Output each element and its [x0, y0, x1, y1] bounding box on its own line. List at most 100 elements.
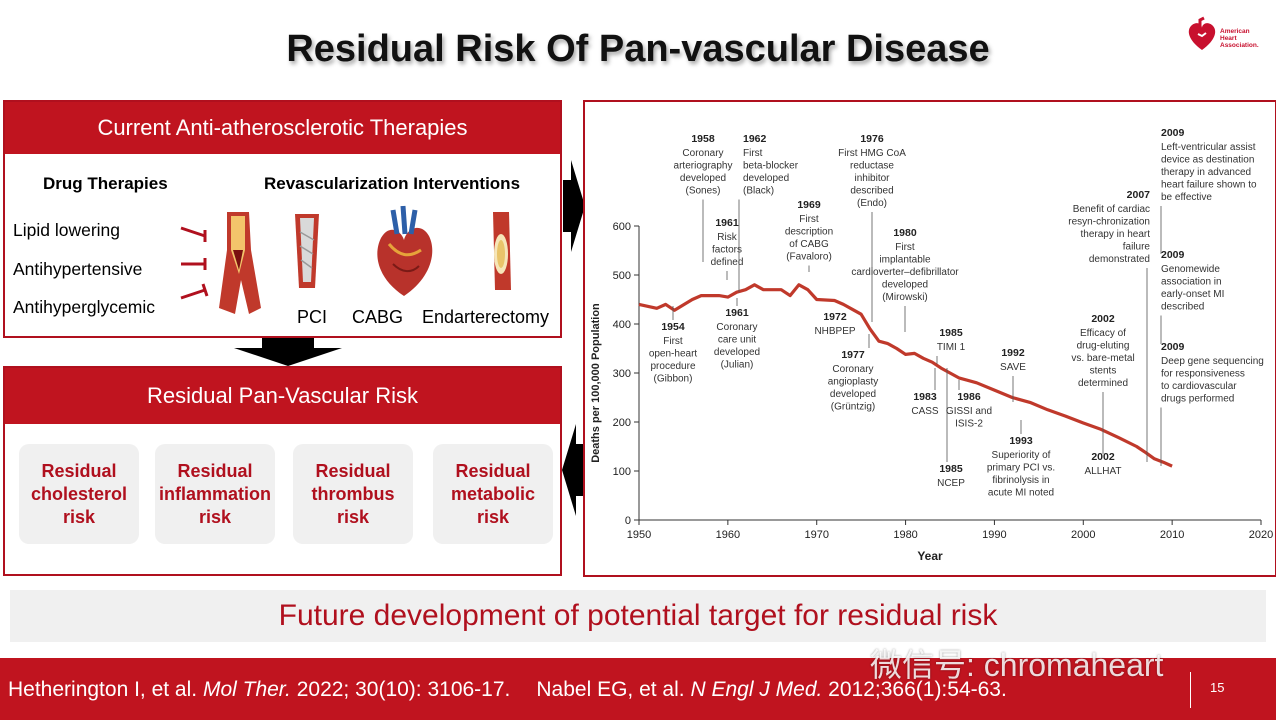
annotation-year: 1993 — [1009, 435, 1033, 447]
citation-2-details: 2012;366(1):54-63. — [822, 678, 1007, 701]
annotation-text: (Sones) — [685, 186, 720, 197]
annotation-year: 1986 — [957, 391, 981, 403]
y-tick-label: 200 — [613, 417, 631, 429]
annotation-text: ISIS-2 — [955, 419, 983, 430]
annotation-text: TIMI 1 — [937, 342, 966, 353]
annotation-text: angioplasty — [828, 377, 879, 388]
x-tick-label: 1980 — [893, 529, 917, 541]
annotation-text: association in — [1161, 277, 1222, 288]
annotation-text: implantable — [879, 255, 931, 266]
annotation-year: 2009 — [1161, 127, 1185, 139]
annotation-text: CASS — [911, 406, 939, 417]
annotation-text: be effective — [1161, 192, 1212, 203]
citation-1-journal: Mol Ther. — [202, 678, 291, 701]
annotation-year: 1992 — [1001, 347, 1025, 359]
annotation-text: heart failure shown to — [1161, 180, 1257, 191]
drug-therapies-heading: Drug Therapies — [43, 174, 168, 193]
annotation-text: First — [663, 336, 683, 347]
annotation-text: inhibitor — [854, 173, 890, 184]
annotation-year: 1961 — [725, 307, 749, 319]
risk-card-inflammation: Residual inflammation risk — [155, 444, 275, 544]
annotation-text: reductase — [850, 161, 894, 172]
annotation-year: 1977 — [841, 349, 865, 361]
drug-antihyperglycemic: Antihyperglycemic — [13, 297, 155, 317]
annotation-text: Risk — [717, 232, 737, 243]
annotation-year: 1985 — [939, 463, 963, 475]
annotation-text: demonstrated — [1089, 254, 1150, 265]
annotation-text: Deep gene sequencing — [1161, 356, 1264, 367]
x-tick-label: 1950 — [627, 529, 651, 541]
chart-panel: 0 100 200 300 400 500 600 1950 1960 1970 1980 1990 2… — [583, 100, 1276, 577]
aha-logo-text: American Heart Association. — [1220, 28, 1259, 49]
annotation-year: 2007 — [1127, 189, 1151, 201]
annotation-text: care unit — [718, 335, 757, 346]
annotation-text: developed — [714, 347, 760, 358]
drug-antihypertensive: Antihypertensive — [13, 259, 143, 279]
annotation-text: drugs performed — [1161, 394, 1234, 405]
x-tick-label: 2000 — [1071, 529, 1095, 541]
annotation-text: for responsiveness — [1161, 369, 1245, 380]
annotation-year: 1985 — [939, 327, 963, 339]
annotation-text: description — [785, 227, 833, 238]
annotation-text: developed — [882, 280, 928, 291]
slide-number-divider — [1190, 672, 1191, 708]
annotation-year: 1969 — [797, 199, 821, 211]
x-tick-label: 2010 — [1160, 529, 1184, 541]
slide-number: 15 — [1210, 680, 1225, 695]
cabg-heart-icon — [377, 205, 433, 296]
annotation-text: primary PCI vs. — [987, 463, 1055, 474]
annotation-text: developed — [743, 173, 789, 184]
right-arrow-icon — [563, 160, 585, 252]
annotation-year: 1962 — [743, 133, 767, 145]
left-arrow-icon — [562, 424, 584, 516]
y-tick-label: 400 — [613, 319, 631, 331]
citation-2-journal: N Engl J Med. — [690, 678, 823, 701]
endarterectomy-label: Endarterectomy — [422, 307, 550, 327]
drug-arrows-icon — [180, 226, 209, 300]
annotation-text: (Mirowski) — [882, 292, 928, 303]
citation-2-authors: Nabel EG, et al. — [536, 678, 691, 701]
annotation-text: of CABG — [789, 239, 829, 250]
annotation-text: device as destination — [1161, 155, 1254, 166]
mortality-timeline-chart: 0 100 200 300 400 500 600 1950 1960 1970 1980 1990 2… — [590, 127, 1273, 563]
annotation-year: 1954 — [661, 321, 685, 333]
annotation-text: resyn-chronization — [1068, 217, 1150, 228]
annotation-text: (Julian) — [721, 360, 754, 371]
annotation-year: 2002 — [1091, 451, 1115, 463]
annotation-text: failure — [1123, 242, 1151, 253]
annotation-text: determined — [1078, 378, 1128, 389]
x-tick-label: 1960 — [716, 529, 740, 541]
annotation-year: 1958 — [691, 133, 715, 145]
future-banner: Future development of potential target f… — [10, 590, 1266, 642]
y-tick-label: 500 — [613, 270, 631, 282]
y-tick-label: 300 — [613, 368, 631, 380]
annotation-year: 1976 — [860, 133, 884, 145]
risk-card-cholesterol: Residual cholesterol risk — [19, 444, 139, 544]
annotation-text: therapy in heart — [1081, 229, 1151, 240]
annotation-text: early-onset MI — [1161, 289, 1224, 300]
therapies-header: Current Anti-atherosclerotic Therapies — [5, 102, 560, 154]
y-tick-label: 0 — [625, 515, 631, 527]
annotation-text: cardioverter–defibrillator — [851, 267, 959, 278]
annotation-text: open-heart — [649, 349, 698, 360]
annotation-year: 2009 — [1161, 341, 1185, 353]
residual-risk-header: Residual Pan-Vascular Risk — [5, 368, 560, 424]
annotation-text: Benefit of cardiac — [1073, 204, 1150, 215]
x-tick-label: 1970 — [804, 529, 828, 541]
annotation-text: First — [895, 242, 915, 253]
annotation-text: Coronary — [716, 322, 757, 333]
annotation-year: 2002 — [1091, 313, 1115, 325]
residual-risk-panel: Residual Pan-Vascular Risk Residual chol… — [3, 366, 562, 576]
x-axis-label: Year — [917, 549, 943, 563]
annotation-text: NCEP — [937, 478, 965, 489]
risk-card-thrombus: Residual thrombus risk — [293, 444, 413, 544]
therapies-panel: Current Anti-atherosclerotic Therapies D… — [3, 100, 562, 338]
annotation-year: 1980 — [893, 227, 917, 239]
annotation-text: described — [850, 186, 893, 197]
slide-title: Residual Risk Of Pan-vascular Disease — [286, 28, 990, 70]
annotation-text: Efficacy of — [1080, 328, 1126, 339]
annotation-text: (Grüntzig) — [831, 402, 875, 413]
annotation-text: (Favaloro) — [786, 252, 832, 263]
y-tick-label: 100 — [613, 466, 631, 478]
annotation-year: 2009 — [1161, 249, 1185, 261]
